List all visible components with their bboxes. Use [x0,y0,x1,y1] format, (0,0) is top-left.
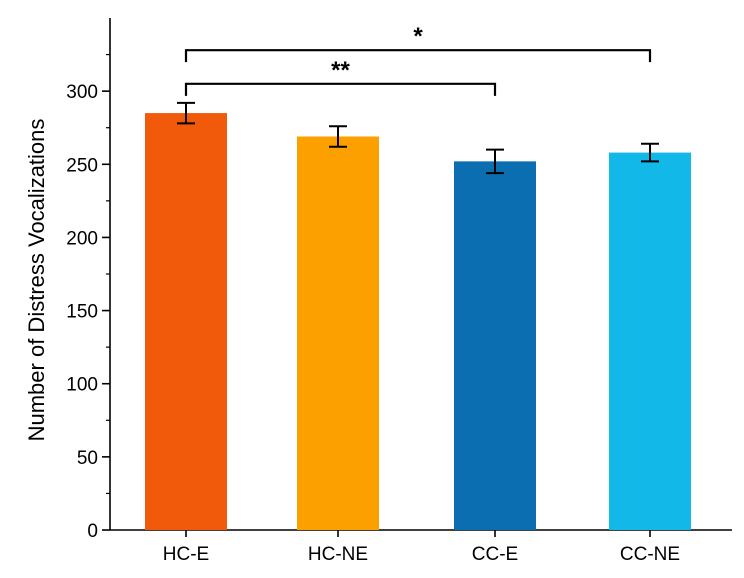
y-tick-label: 200 [66,228,98,249]
y-tick-label: 300 [66,82,98,103]
x-tick-label: CC-NE [620,544,680,565]
bar-cc-e [454,161,536,531]
y-tick-label: 150 [66,302,98,323]
significance-label: ** [331,57,350,84]
x-tick-label: HC-E [163,544,209,565]
y-tick-label: 100 [66,375,98,396]
x-tick-label: CC-E [472,544,518,565]
axes: 0 50 100 150 200 250 300 HC-E HC-NE CC-E CC-NE [66,18,732,565]
bars [145,113,691,531]
bar-hc-e [145,113,227,530]
significance-bracket [184,82,497,96]
bar-hc-ne [297,136,379,530]
significance-bracket [184,49,652,63]
y-tick-label: 250 [66,155,98,176]
y-tick-label: 0 [87,521,98,542]
bar-cc-ne [609,152,691,530]
error-bars [177,101,659,175]
y-axis-label: Number of Distress Vocalizations [24,119,49,442]
y-tick-label: 50 [77,448,98,469]
x-tick-label: HC-NE [308,544,368,565]
significance-brackets: *** [184,23,652,96]
significance-label: * [413,23,423,50]
